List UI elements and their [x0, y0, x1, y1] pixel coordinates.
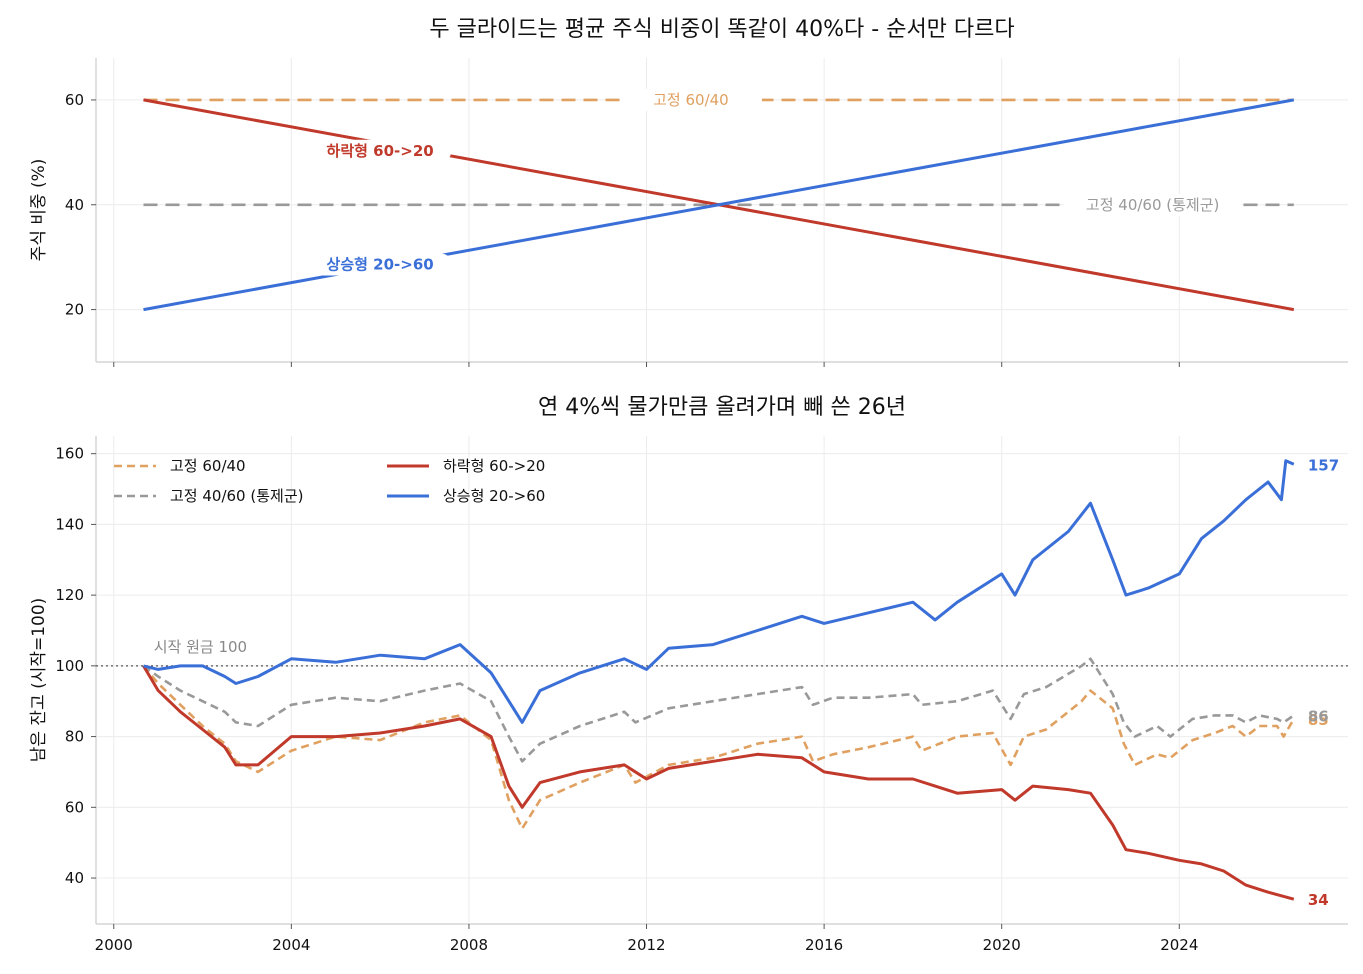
series-line-fixed4060: [142, 657, 1295, 763]
series-line-falling: [142, 665, 1295, 901]
series-label-background: [309, 139, 452, 162]
x-tick-label: 2008: [450, 936, 488, 954]
x-tick-label: 2012: [627, 936, 665, 954]
y-tick-label: 60: [65, 91, 84, 109]
x-tick-label: 2020: [983, 936, 1021, 954]
y-tick-label: 160: [55, 445, 84, 463]
y-tick-label: 100: [55, 657, 84, 675]
series-line-rising: [143, 459, 1295, 724]
series-label-background: [1063, 193, 1242, 216]
legend-label-falling: 하락형 60->20: [443, 457, 545, 475]
chart-panel-2: 40 60 80 100 120 140 160 2000 2004 2008 2012 2016 20…: [29, 395, 1348, 954]
x-tick-label: 2024: [1160, 936, 1198, 954]
chart-title: 연 4%씩 물가만큼 올려가며 빼 쓴 26년: [538, 395, 906, 420]
chart-panel-1: 20 40 60 두 글라이드는 평균 주식 비중이 똑같이 40%다 - 순서만 다…: [29, 17, 1348, 367]
y-tick-label: 140: [55, 515, 84, 533]
chart-title: 두 글라이드는 평균 주식 비중이 똑같이 40%다 - 순서만 다르다: [429, 17, 1014, 42]
y-tick-label: 80: [65, 728, 84, 746]
end-value-label-fixed6040: 85: [1308, 711, 1329, 729]
series-label-rising: 상승형 20->60: [327, 256, 434, 274]
end-value-label-rising: 157: [1308, 456, 1339, 474]
series-label-background: [619, 88, 762, 111]
y-tick-label: 40: [65, 869, 84, 887]
series-label-falling: 하락형 60->20: [327, 142, 434, 160]
series-label-fixed4060: 고정 40/60 (통제군): [1086, 196, 1219, 214]
legend: 고정 60/40 고정 40/60 (통제군) 하락형 60->20 상승형 20->…: [114, 457, 545, 505]
legend-label-fixed4060: 고정 40/60 (통제군): [170, 487, 303, 505]
legend-label-fixed6040: 고정 60/40: [170, 457, 246, 475]
end-value-label-fixed4060: 86: [1308, 707, 1329, 725]
end-value-label-falling: 34: [1308, 891, 1329, 909]
y-tick-label: 60: [65, 798, 84, 816]
legend-label-rising: 상승형 20->60: [443, 487, 545, 505]
y-tick-label: 40: [65, 196, 84, 214]
reference-line-label: 시작 원금 100: [154, 638, 247, 656]
x-tick-label: 2016: [805, 936, 843, 954]
x-tick-label: 2000: [95, 936, 133, 954]
y-axis-label: 주식 비중 (%): [29, 159, 49, 262]
y-tick-label: 20: [65, 301, 84, 319]
series-label-fixed6040: 고정 60/40: [653, 91, 729, 109]
series-line-fixed6040: [142, 665, 1295, 830]
series-label-background: [309, 253, 452, 276]
y-axis-label: 남은 잔고 (시작=100): [29, 598, 49, 763]
y-tick-label: 120: [55, 586, 84, 604]
x-tick-label: 2004: [272, 936, 310, 954]
